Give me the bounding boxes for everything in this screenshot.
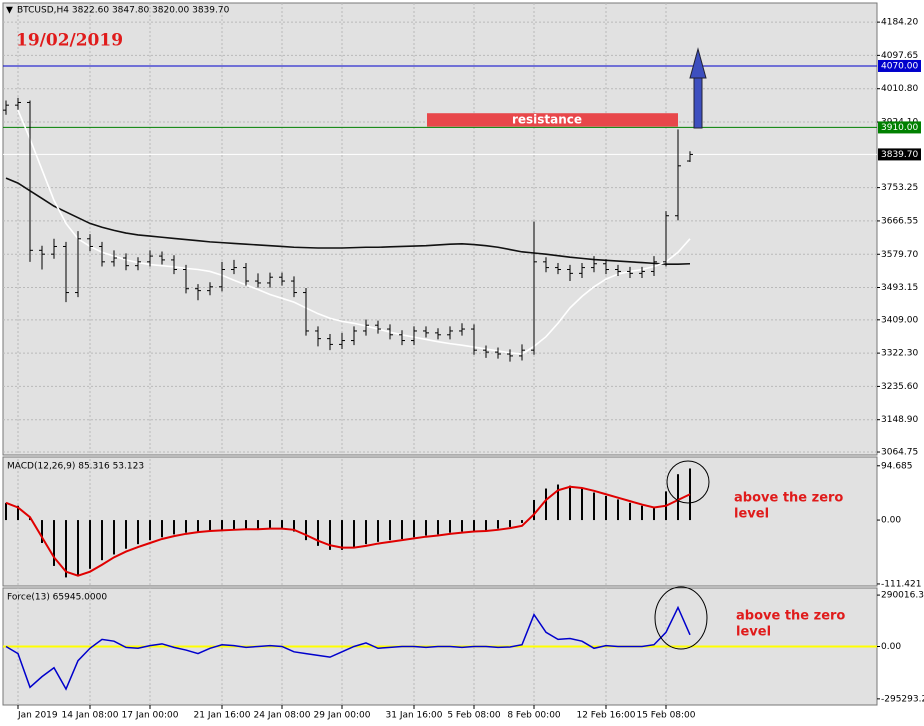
y-tick-label: 3148.90: [881, 415, 918, 425]
macd-panel: [2, 456, 878, 587]
y-tick-label: 3579.70: [881, 250, 918, 260]
y-tick-label: 4184.20: [881, 18, 918, 28]
x-tick-label: 24 Jan 08:00: [254, 711, 311, 721]
x-tick-label: 15 Feb 08:00: [636, 711, 695, 721]
plot-layer: 4184.204097.654010.803924.103753.253666.…: [3, 3, 924, 721]
resistance-zone: [427, 113, 678, 127]
x-tick-label: 21 Jan 16:00: [194, 711, 251, 721]
resistance-label: resistance: [512, 112, 582, 126]
y-tick-label: 3753.25: [881, 183, 918, 193]
up-arrow: [689, 47, 707, 129]
y-tick-label: -295293.2: [881, 694, 924, 704]
y-tick-label: -111.421: [881, 579, 921, 589]
y-tick-label: 4097.65: [881, 51, 918, 61]
force-title: Force(13) 65945.0000: [7, 593, 107, 603]
level-box: [878, 148, 921, 161]
x-tick-label: Jan 2019: [17, 711, 58, 721]
highlight-circle: [666, 460, 710, 504]
annotation: level: [734, 507, 769, 522]
level-label: 3839.70: [881, 150, 918, 160]
y-tick-label: 94.685: [881, 461, 913, 471]
x-tick-label: 31 Jan 16:00: [386, 711, 443, 721]
level-label: 4070.00: [881, 61, 918, 71]
x-tick-label: 14 Jan 08:00: [62, 711, 119, 721]
x-tick-label: 8 Feb 00:00: [507, 711, 561, 721]
y-tick-label: 3666.55: [881, 216, 918, 226]
x-tick-label: 12 Feb 16:00: [576, 711, 635, 721]
y-tick-label: 4010.80: [881, 84, 918, 94]
y-tick-label: 3322.30: [881, 349, 918, 359]
signal-line: [5, 485, 691, 577]
level-box: [878, 59, 921, 72]
y-tick-label: 3235.60: [881, 382, 918, 392]
annotation: above the zero: [736, 609, 845, 624]
menu-marker: ▼: [6, 6, 13, 16]
y-tick-label: 3409.00: [881, 315, 918, 325]
y-tick-label: 3493.15: [881, 283, 918, 293]
macd-title: MACD(12,26,9) 85.316 53.123: [7, 462, 144, 472]
y-tick-label: 290016.35: [881, 591, 924, 601]
chart-title: BTCUSD,H4 3822.60 3847.80 3820.00 3839.7…: [17, 6, 230, 16]
y-tick-label: 3064.75: [881, 448, 918, 458]
y-tick-label: 0.00: [881, 516, 901, 526]
moving-average: [17, 109, 691, 355]
moving-average: [5, 177, 691, 265]
price-panel: [2, 2, 878, 456]
level-label: 3910.00: [881, 123, 918, 133]
annotation: above the zero: [734, 491, 843, 506]
x-tick-label: 29 Jan 00:00: [314, 711, 371, 721]
force-line: [5, 605, 691, 691]
y-tick-label: 0.00: [881, 642, 901, 652]
annotation: level: [736, 625, 771, 640]
x-tick-label: 5 Feb 08:00: [447, 711, 501, 721]
date-label: 19/02/2019: [16, 31, 123, 51]
x-tick-label: 17 Jan 00:00: [122, 711, 179, 721]
level-box: [878, 121, 921, 134]
highlight-circle: [654, 586, 708, 650]
